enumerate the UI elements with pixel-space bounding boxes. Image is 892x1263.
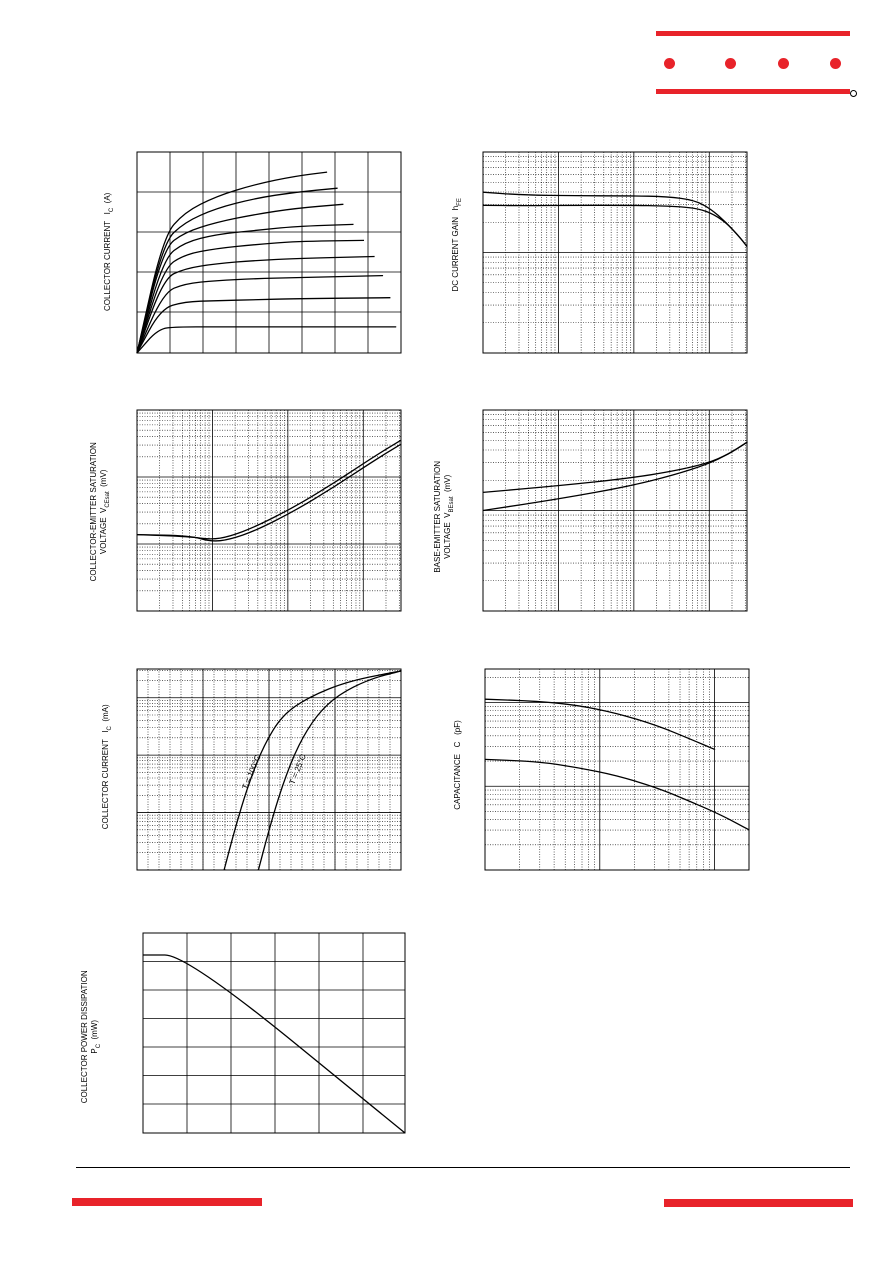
ylabel-sub: CEsat (104, 491, 111, 508)
ylabel-unit: (mA) (101, 704, 111, 722)
series-line-4 (136, 223, 354, 354)
logo-dot-3 (778, 58, 789, 69)
series-line-9 (136, 326, 397, 354)
series-line-1 (136, 171, 328, 354)
grid (137, 152, 401, 353)
logo-bottom-bar (656, 89, 850, 94)
ylabel-unit: (A) (103, 192, 113, 204)
logo-dot-1 (664, 58, 675, 69)
plot-frame (136, 151, 402, 354)
grid (143, 933, 405, 1133)
series-line-2 (482, 204, 748, 247)
plot-frame (482, 151, 748, 354)
ylabel-sub: C (95, 1043, 102, 1049)
ylabel-vbesat: BASE-EMITTER SATURATION VOLTAGE VBEsat (… (433, 447, 457, 587)
chart-pc-ta (142, 932, 406, 1134)
series-line-2 (257, 670, 402, 871)
chart-ic-vbe: T = 100°C T = 25°C (136, 668, 402, 871)
annotation-t25: T = 25°C (288, 753, 308, 786)
ylabel-line1: COLLECTOR-EMITTER SATURATION (89, 442, 99, 582)
ylabel-main: COLLECTOR CURRENT (101, 739, 111, 830)
ylabel-line1: COLLECTOR POWER DISSIPATION (80, 970, 90, 1104)
ylabel-line1: BASE-EMITTER SATURATION (433, 460, 443, 573)
grid (482, 410, 747, 612)
ylabel-sub: C (106, 726, 113, 731)
grid (482, 152, 747, 354)
chart-hfe (482, 151, 748, 354)
ylabel-sub: BEsat (448, 496, 455, 513)
ylabel-symbol: I (103, 212, 113, 215)
grid (137, 669, 401, 871)
series-line-2 (482, 441, 748, 512)
ylabel-unit: (pF) (453, 720, 462, 735)
ylabel-ic-vce: COLLECTOR CURRENT IC (A) (103, 177, 117, 327)
plot-frame (136, 409, 402, 612)
series-line-8 (136, 297, 391, 354)
plot-frame (136, 668, 402, 871)
logo-top-bar (656, 31, 850, 36)
footer-left-bar (72, 1198, 262, 1206)
ylabel-capacitance: CAPACITANCE C (pF) (453, 705, 463, 825)
chart-vbesat (482, 409, 748, 612)
ylabel-symbol: C (453, 741, 462, 748)
series-line-6 (136, 255, 375, 354)
series-line-1 (223, 670, 402, 871)
ylabel-unit: (mW) (90, 1019, 100, 1040)
series-line-1 (142, 954, 406, 1134)
series-line-5 (136, 239, 365, 354)
annotation-t100: T = 100°C (241, 754, 263, 791)
series-line-7 (136, 274, 384, 354)
ylabel-pc-ta: COLLECTOR POWER DISSIPATION PC (mW) (80, 962, 104, 1112)
registered-mark-icon (850, 90, 857, 97)
ylabel-unit: (mV) (99, 469, 109, 487)
chart-capacitance (484, 668, 750, 871)
logo-dot-4 (830, 58, 841, 69)
ylabel-main: DC CURRENT GAIN (451, 216, 461, 292)
ylabel-ic-vbe: COLLECTOR CURRENT IC (mA) (101, 692, 115, 842)
ylabel-vcesat: COLLECTOR-EMITTER SATURATION VOLTAGE VCE… (89, 427, 113, 597)
ylabel-symbol: V (443, 512, 453, 518)
ylabel-unit: (mV) (443, 474, 453, 493)
plot-frame (484, 668, 750, 871)
series-line-1 (482, 191, 748, 247)
footer-rule (76, 1167, 850, 1168)
grid (136, 410, 401, 612)
ylabel-symbol: P (90, 1048, 100, 1054)
logo-dot-2 (725, 58, 736, 69)
ylabel-main: COLLECTOR CURRENT (103, 221, 113, 311)
plot-frame (142, 932, 406, 1134)
ylabel-sub: C (108, 207, 115, 213)
series-line-2 (484, 758, 750, 831)
series-line-3 (136, 203, 344, 354)
series-line-2 (136, 443, 402, 542)
ylabel-main: CAPACITANCE (453, 754, 462, 810)
ylabel-sub: FE (456, 198, 463, 206)
chart-vcesat (136, 409, 402, 612)
ylabel-line2: VOLTAGE (99, 517, 109, 555)
series-line-1 (484, 698, 716, 751)
ylabel-hfe: DC CURRENT GAIN hFE (451, 180, 465, 310)
chart-ic-vce (136, 151, 402, 354)
series-line-2 (136, 187, 338, 354)
ylabel-symbol: h (451, 205, 461, 211)
ylabel-symbol: V (99, 507, 109, 513)
series-line-1 (482, 441, 748, 494)
footer-right-bar (664, 1199, 853, 1207)
ylabel-line2: VOLTAGE (443, 522, 453, 559)
grid (484, 669, 749, 871)
